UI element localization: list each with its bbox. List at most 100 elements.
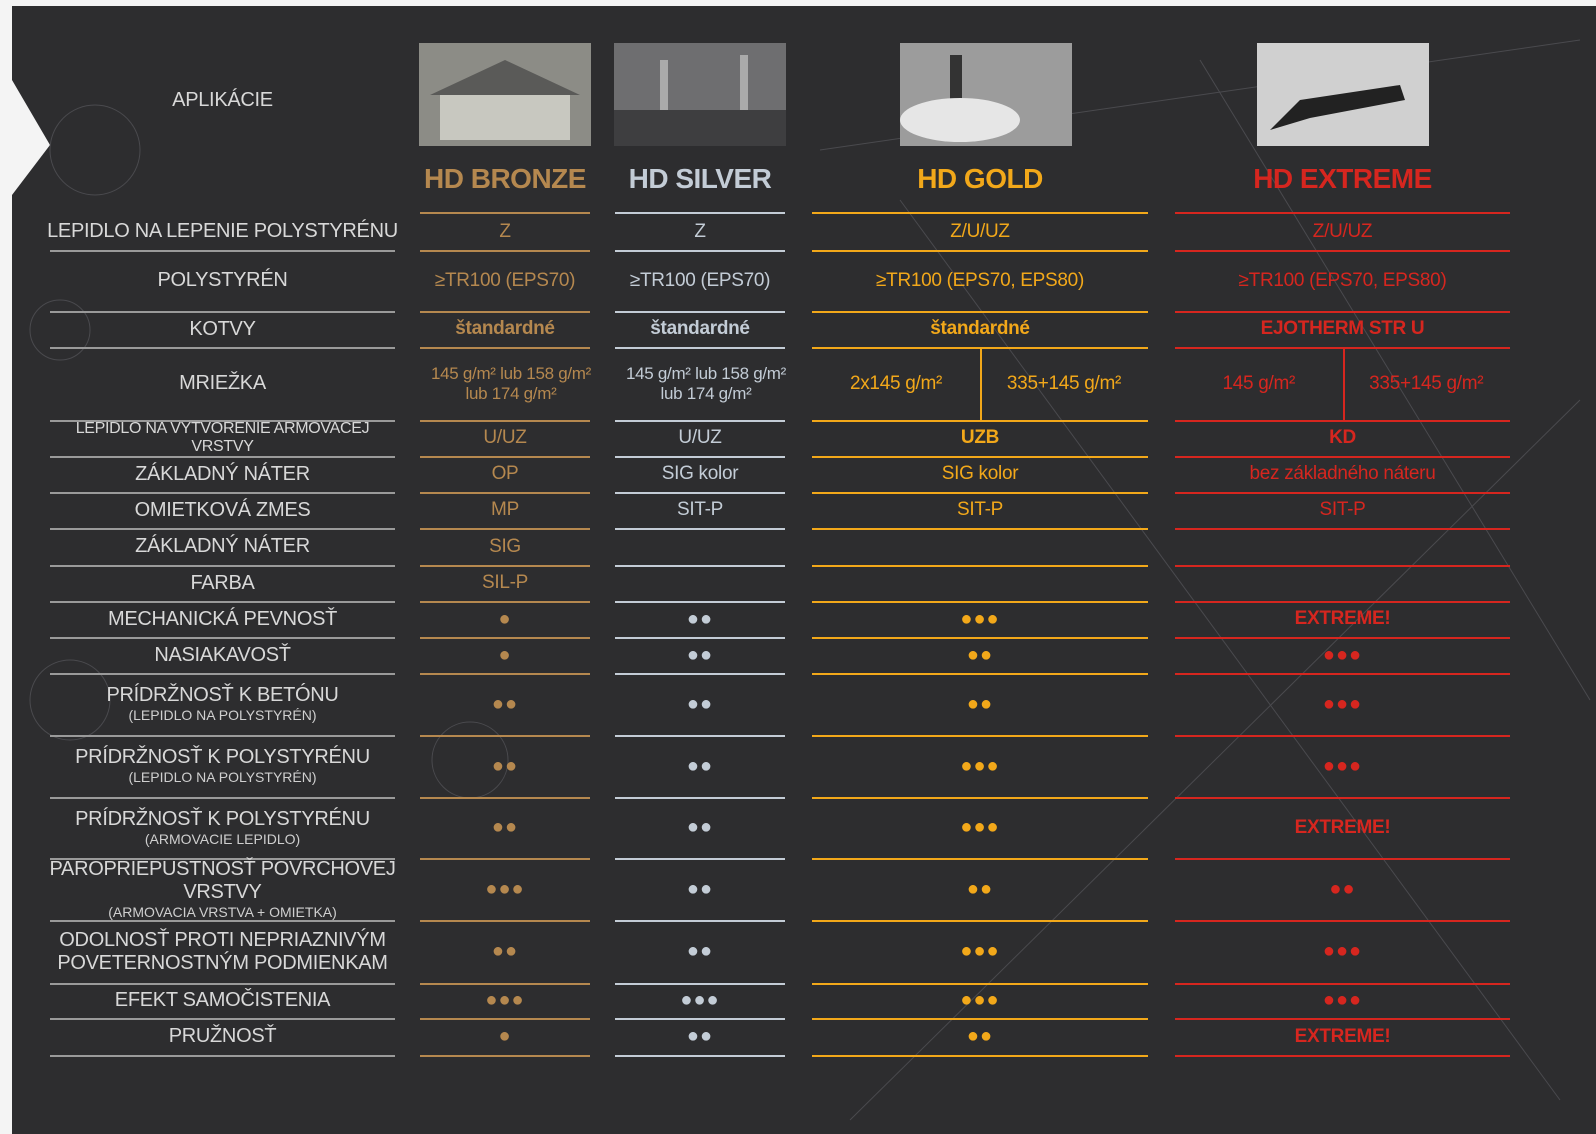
cell-value: štandardné: [420, 311, 590, 347]
application-photos: [419, 43, 1429, 146]
sublabel: (ARMOVACIA VRSTVA + OMIETKA): [108, 904, 337, 920]
cell-value: ●●: [615, 1018, 785, 1055]
label-line: EFEKT SAMOČISTENIA: [115, 989, 330, 1012]
row-line: [420, 1055, 590, 1057]
cell-value: ●●●: [812, 920, 1148, 983]
cell-value: MP: [420, 492, 590, 528]
label-line: PRÍDRŽNOSŤ K BETÓNU: [106, 684, 338, 707]
cell-value: SIT-P: [615, 492, 785, 528]
cell-value: štandardné: [812, 311, 1148, 347]
row-label: KOTVY: [45, 311, 400, 347]
cell-value: Z: [420, 213, 590, 250]
cell-value: ●●: [420, 735, 590, 797]
cell-value: ●●●: [812, 983, 1148, 1018]
cell-value: ●●●: [420, 983, 590, 1018]
label-line: PAROPRIEPUSTNOSŤ POVRCHOVEJ VRSTVY: [45, 858, 400, 904]
row-line: [615, 528, 785, 530]
cell-value: SIG: [420, 528, 590, 565]
cell-value: ●●●: [812, 735, 1148, 797]
label-line: ZÁKLADNÝ NÁTER: [135, 535, 310, 558]
label-line: PRÍDRŽNOSŤ K POLYSTYRÉNU: [75, 808, 370, 831]
label-line: PRÍDRŽNOSŤ K POLYSTYRÉNU: [75, 746, 370, 769]
label-line: NASIAKAVOSŤ: [154, 644, 290, 667]
header-title: APLIKÁCIE: [50, 85, 395, 115]
cell-value: Z/U/UZ: [812, 213, 1148, 250]
label-line-rule: [50, 1055, 395, 1057]
split-line: [1343, 347, 1345, 420]
sublabel: (LEPIDLO NA POLYSTYRÉN): [128, 707, 316, 723]
page: APLIKÁCIEHD BRONZEHD SILVERHD GOLDHD EXT…: [0, 0, 1596, 1134]
cell-value: ●●: [420, 797, 590, 858]
cell-value: Z/U/UZ: [1175, 213, 1510, 250]
cell-value: OP: [420, 456, 590, 492]
split-line: [980, 347, 982, 420]
label-line: POLYSTYRÉN: [158, 269, 288, 292]
cell-value: ●●●: [1175, 983, 1510, 1018]
label-line: OMIETKOVÁ ZMES: [135, 499, 311, 522]
row-line: [812, 528, 1148, 530]
row-label: PAROPRIEPUSTNOSŤ POVRCHOVEJ VRSTVY(ARMOV…: [45, 858, 400, 920]
cell-value: ●●: [420, 673, 590, 735]
row-line: [615, 565, 785, 567]
cell-value: ●●: [812, 1018, 1148, 1055]
row-label: ZÁKLADNÝ NÁTER: [45, 456, 400, 492]
cell-value: ●: [420, 601, 590, 637]
cell-value: 145 g/m²: [1175, 347, 1343, 420]
cell-value: SIL-P: [420, 565, 590, 601]
label-line: PRUŽNOSŤ: [169, 1025, 277, 1048]
cell-value: bez základného náteru: [1175, 456, 1510, 492]
cell-value: Z: [615, 213, 785, 250]
cell-value: KD: [1175, 420, 1510, 456]
row-line: [1175, 565, 1510, 567]
cell-value: ●●●: [1175, 637, 1510, 673]
product-name: HD GOLD: [782, 160, 1178, 198]
cell-value: ≥TR100 (EPS70): [420, 250, 590, 311]
cell-value: ●●: [615, 673, 785, 735]
cell-value: ●●: [615, 858, 785, 920]
cell-value: ●●: [1175, 858, 1510, 920]
sublabel: (LEPIDLO NA POLYSTYRÉN): [128, 769, 316, 785]
cell-value: EXTREME!: [1175, 1018, 1510, 1055]
row-line: [1175, 1055, 1510, 1057]
row-label: MRIEŽKA: [45, 347, 400, 420]
row-label: POLYSTYRÉN: [45, 250, 400, 311]
row-label: PRÍDRŽNOSŤ K BETÓNU(LEPIDLO NA POLYSTYRÉ…: [45, 673, 400, 735]
cell-value: 335+145 g/m²: [980, 347, 1148, 420]
row-label: PRÍDRŽNOSŤ K POLYSTYRÉNU(ARMOVACIE LEPID…: [45, 797, 400, 858]
cell-value: 145 g/m² lub 158 g/m² lub 174 g/m²: [615, 347, 797, 420]
cell-value: ≥TR100 (EPS70, EPS80): [1175, 250, 1510, 311]
cell-value: ≥TR100 (EPS70, EPS80): [812, 250, 1148, 311]
cell-value: EJOTHERM STR U: [1175, 311, 1510, 347]
label-line: ODOLNOSŤ PROTI NEPRIAZNIVÝM: [59, 929, 385, 952]
product-name: HD EXTREME: [1145, 160, 1540, 198]
label-line: POVETERNOSTNÝM PODMIENKAM: [57, 952, 387, 975]
cell-value: SIG kolor: [615, 456, 785, 492]
cell-value: ●●: [615, 797, 785, 858]
row-label: PRÍDRŽNOSŤ K POLYSTYRÉNU(LEPIDLO NA POLY…: [45, 735, 400, 797]
cell-value: U/UZ: [615, 420, 785, 456]
cell-value: štandardné: [615, 311, 785, 347]
cell-value: ●●: [615, 601, 785, 637]
cell-value: ●●●: [1175, 673, 1510, 735]
cell-value: ●●●: [812, 797, 1148, 858]
row-line: [812, 565, 1148, 567]
cell-value: ●●●: [1175, 920, 1510, 983]
label-line: KOTVY: [189, 318, 255, 341]
cell-value: UZB: [812, 420, 1148, 456]
cell-value: ●●: [615, 637, 785, 673]
cell-value: U/UZ: [420, 420, 590, 456]
cell-value: ●●●: [812, 601, 1148, 637]
label-line: FARBA: [190, 572, 254, 595]
row-label: OMIETKOVÁ ZMES: [45, 492, 400, 528]
cell-value: SIT-P: [812, 492, 1148, 528]
sublabel: (ARMOVACIE LEPIDLO): [145, 831, 300, 847]
label-line: ZÁKLADNÝ NÁTER: [135, 463, 310, 486]
row-label: EFEKT SAMOČISTENIA: [45, 983, 400, 1018]
row-label: MECHANICKÁ PEVNOSŤ: [45, 601, 400, 637]
cell-value: ●●: [615, 735, 785, 797]
label-line: MECHANICKÁ PEVNOSŤ: [108, 608, 337, 631]
cell-value: ●●: [812, 673, 1148, 735]
label-line: LEPIDLO NA VYTVORENIE ARMOVACEJ VRSTVY: [45, 420, 400, 457]
cell-value: ●●: [812, 637, 1148, 673]
row-label: LEPIDLO NA VYTVORENIE ARMOVACEJ VRSTVY: [45, 420, 400, 456]
